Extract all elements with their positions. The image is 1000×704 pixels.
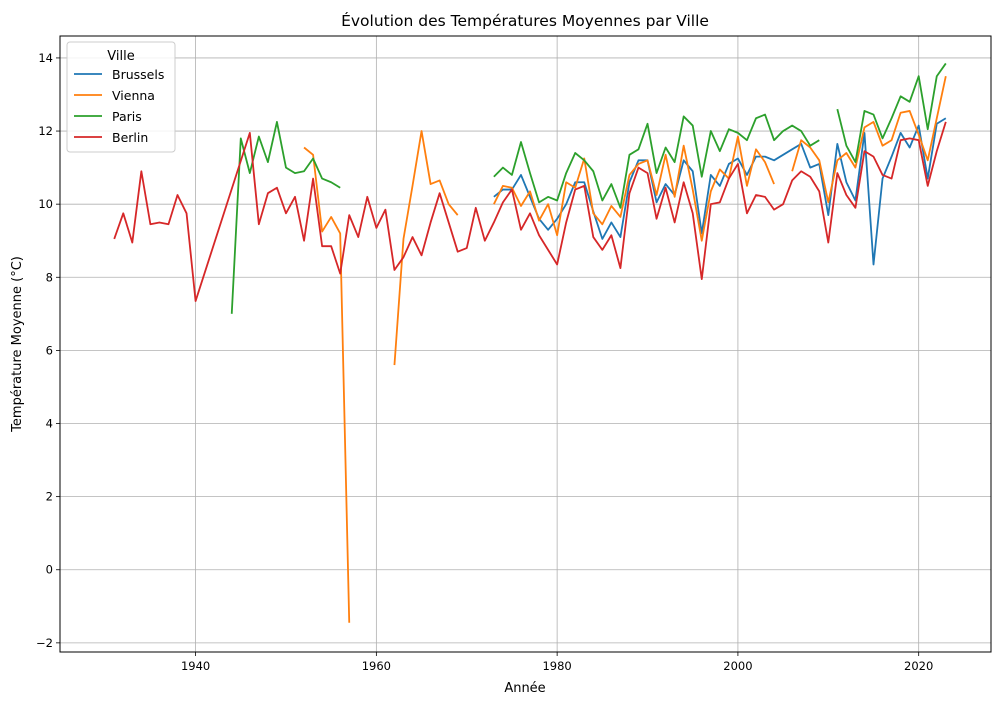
x-tick-label: 1960 [362,659,391,673]
x-axis: 1940 1960 1980 2000 2020 [181,652,933,673]
x-tick-label: 1980 [542,659,571,673]
y-tick-label: 2 [46,490,53,504]
legend-label-vienna: Vienna [112,88,155,103]
y-tick-label: 4 [46,417,53,431]
x-axis-label: Année [504,681,545,696]
y-tick-label: 10 [38,197,53,211]
series-line-paris [230,62,947,314]
series-line-brussels [493,117,947,266]
y-tick-label: 8 [46,270,53,284]
y-tick-label: −2 [36,636,53,650]
plot-frame [59,35,992,653]
y-axis: −2 0 2 4 6 8 10 12 14 [36,51,60,650]
legend-title: Ville [107,49,134,64]
legend-label-berlin: Berlin [112,130,148,145]
legend-box [66,41,176,153]
y-tick-label: 12 [38,124,53,138]
y-axis-label: Température Moyenne (°C) [10,256,25,433]
x-tick-label: 2020 [904,659,933,673]
x-tick-label: 1940 [181,659,210,673]
chart-title: Évolution des Températures Moyennes par … [341,11,709,30]
series-lines [113,62,947,623]
grid [60,36,991,652]
legend: Ville Brussels Vienna Paris Berlin [66,41,176,153]
series-line-berlin [113,121,947,302]
y-tick-label: 14 [38,51,53,65]
legend-label-brussels: Brussels [112,67,164,82]
y-tick-label: 6 [46,343,53,357]
x-tick-label: 2000 [723,659,752,673]
legend-label-paris: Paris [112,109,142,124]
series-line-vienna [303,76,947,623]
y-tick-label: 0 [46,563,53,577]
